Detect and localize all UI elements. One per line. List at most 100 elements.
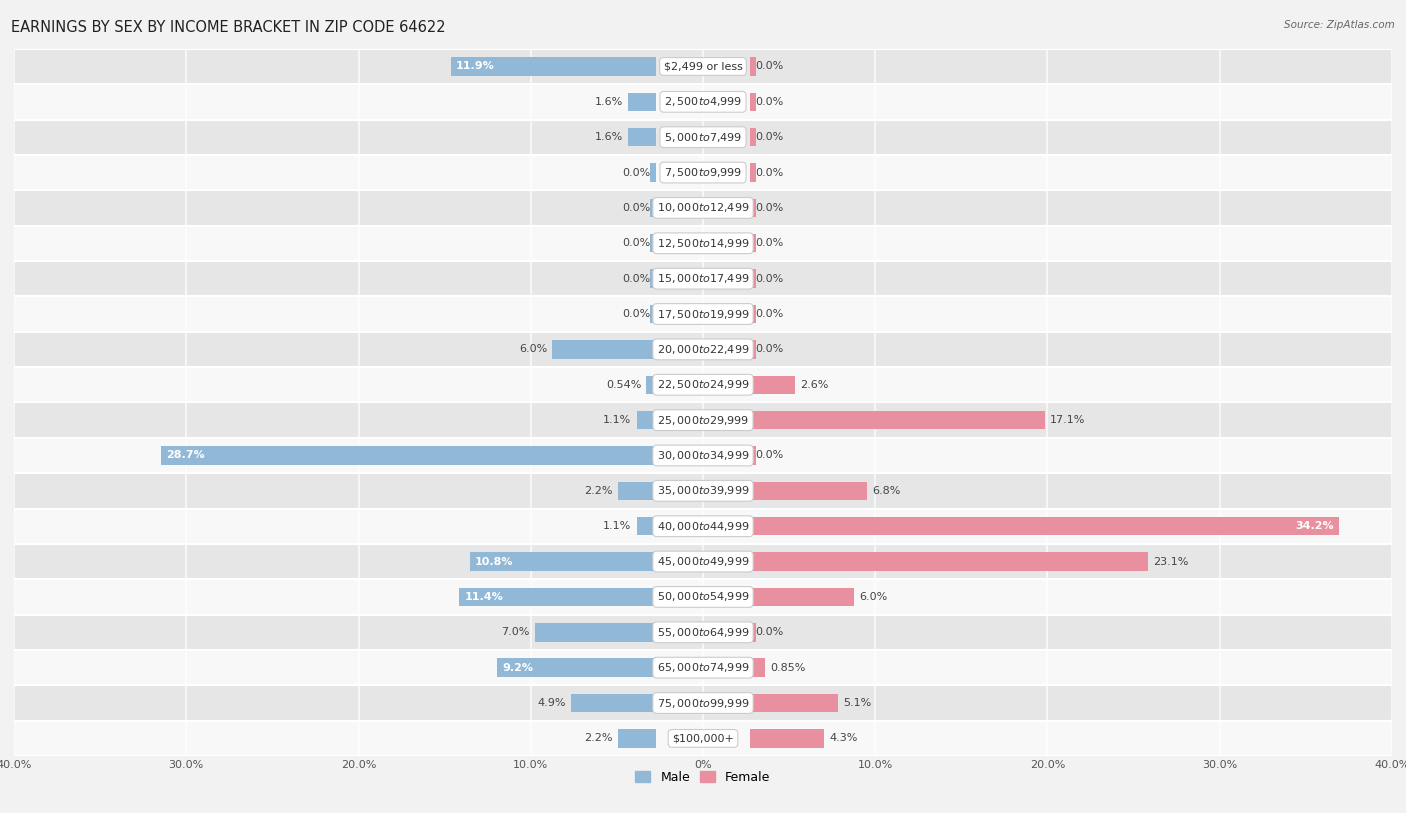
Bar <box>751 57 755 76</box>
Bar <box>14 225 1392 261</box>
Text: 0.0%: 0.0% <box>623 203 651 213</box>
Text: $10,000 to $12,499: $10,000 to $12,499 <box>657 202 749 215</box>
Bar <box>14 190 1392 226</box>
Bar <box>14 437 1392 473</box>
Text: $75,000 to $99,999: $75,000 to $99,999 <box>657 697 749 710</box>
Bar <box>751 552 1149 571</box>
Text: EARNINGS BY SEX BY INCOME BRACKET IN ZIP CODE 64622: EARNINGS BY SEX BY INCOME BRACKET IN ZIP… <box>11 20 446 35</box>
Bar <box>751 198 755 217</box>
Text: 1.1%: 1.1% <box>603 415 631 425</box>
Bar <box>651 163 655 182</box>
Text: 11.4%: 11.4% <box>464 592 503 602</box>
Text: 0.0%: 0.0% <box>755 309 783 319</box>
Bar <box>751 305 755 324</box>
Bar <box>14 402 1392 437</box>
Text: $22,500 to $24,999: $22,500 to $24,999 <box>657 378 749 391</box>
Bar <box>617 481 655 500</box>
Bar <box>14 650 1392 685</box>
Bar <box>14 84 1392 120</box>
Bar <box>14 296 1392 332</box>
Bar <box>751 481 868 500</box>
Text: 5.1%: 5.1% <box>844 698 872 708</box>
Bar <box>460 588 655 606</box>
Bar <box>751 659 765 677</box>
Bar <box>14 615 1392 650</box>
Bar <box>637 411 655 429</box>
Bar <box>553 340 655 359</box>
Bar <box>617 729 655 748</box>
Text: 0.0%: 0.0% <box>623 309 651 319</box>
Text: $45,000 to $49,999: $45,000 to $49,999 <box>657 555 749 568</box>
Text: $15,000 to $17,499: $15,000 to $17,499 <box>657 272 749 285</box>
Bar <box>470 552 655 571</box>
Text: $25,000 to $29,999: $25,000 to $29,999 <box>657 414 749 427</box>
Text: 28.7%: 28.7% <box>166 450 205 460</box>
Bar <box>651 198 655 217</box>
Text: 0.54%: 0.54% <box>606 380 641 389</box>
Legend: Male, Female: Male, Female <box>630 766 776 789</box>
Text: 17.1%: 17.1% <box>1050 415 1085 425</box>
Bar <box>628 93 655 111</box>
Bar <box>637 517 655 536</box>
Text: $65,000 to $74,999: $65,000 to $74,999 <box>657 661 749 674</box>
Bar <box>14 579 1392 615</box>
Bar <box>14 367 1392 402</box>
Text: $2,499 or less: $2,499 or less <box>664 62 742 72</box>
Text: 1.6%: 1.6% <box>595 97 623 107</box>
Text: 1.1%: 1.1% <box>603 521 631 531</box>
Text: $35,000 to $39,999: $35,000 to $39,999 <box>657 485 749 498</box>
Bar <box>751 234 755 253</box>
Text: 9.2%: 9.2% <box>502 663 533 672</box>
Bar <box>651 269 655 288</box>
Bar <box>14 49 1392 85</box>
Bar <box>498 659 655 677</box>
Bar <box>751 163 755 182</box>
Bar <box>628 128 655 146</box>
Text: $7,500 to $9,999: $7,500 to $9,999 <box>664 166 742 179</box>
Bar <box>162 446 655 465</box>
Bar <box>751 340 755 359</box>
Bar <box>751 269 755 288</box>
Text: 0.0%: 0.0% <box>623 167 651 177</box>
Text: 0.0%: 0.0% <box>755 450 783 460</box>
Text: 2.2%: 2.2% <box>583 733 613 743</box>
Text: 0.0%: 0.0% <box>755 203 783 213</box>
Bar <box>14 685 1392 720</box>
Bar <box>751 93 755 111</box>
Bar <box>751 729 824 748</box>
Text: 0.0%: 0.0% <box>623 274 651 284</box>
Bar <box>751 517 1340 536</box>
Bar <box>751 588 853 606</box>
Text: $17,500 to $19,999: $17,500 to $19,999 <box>657 307 749 320</box>
Bar <box>751 623 755 641</box>
Text: $100,000+: $100,000+ <box>672 733 734 743</box>
Text: 0.0%: 0.0% <box>623 238 651 248</box>
Text: $40,000 to $44,999: $40,000 to $44,999 <box>657 520 749 533</box>
Text: $55,000 to $64,999: $55,000 to $64,999 <box>657 626 749 639</box>
Bar <box>751 376 796 394</box>
Text: 0.0%: 0.0% <box>755 97 783 107</box>
Text: 6.0%: 6.0% <box>859 592 887 602</box>
Text: 0.0%: 0.0% <box>755 167 783 177</box>
Bar <box>647 376 655 394</box>
Text: 0.85%: 0.85% <box>770 663 806 672</box>
Bar <box>14 120 1392 155</box>
Text: $20,000 to $22,499: $20,000 to $22,499 <box>657 343 749 356</box>
Bar <box>751 446 755 465</box>
Bar <box>14 544 1392 579</box>
Bar <box>14 720 1392 756</box>
Text: 4.9%: 4.9% <box>537 698 567 708</box>
Text: $5,000 to $7,499: $5,000 to $7,499 <box>664 131 742 144</box>
Text: 1.6%: 1.6% <box>595 133 623 142</box>
Text: 6.0%: 6.0% <box>519 345 547 354</box>
Text: 0.0%: 0.0% <box>755 238 783 248</box>
Bar <box>451 57 655 76</box>
Text: $50,000 to $54,999: $50,000 to $54,999 <box>657 590 749 603</box>
Text: 11.9%: 11.9% <box>456 62 495 72</box>
Text: 4.3%: 4.3% <box>830 733 858 743</box>
Bar <box>14 332 1392 367</box>
Text: 0.0%: 0.0% <box>755 274 783 284</box>
Bar <box>751 411 1045 429</box>
Text: 0.0%: 0.0% <box>755 345 783 354</box>
Text: $2,500 to $4,999: $2,500 to $4,999 <box>664 95 742 108</box>
